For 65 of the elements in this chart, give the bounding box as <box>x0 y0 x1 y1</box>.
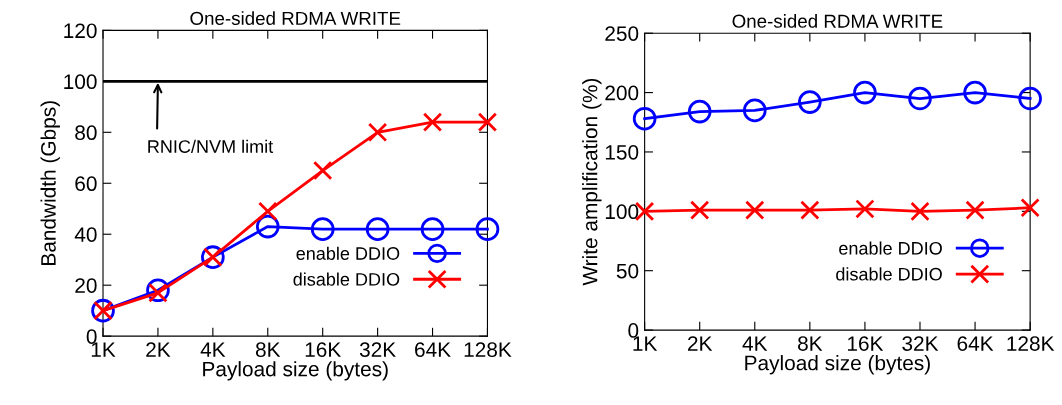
point <box>963 80 987 105</box>
x-tick-label: 64K <box>957 336 994 351</box>
point <box>798 90 822 114</box>
ref-line-label: RNIC/NVM limit <box>148 139 274 153</box>
point <box>1018 86 1042 111</box>
point <box>420 217 445 241</box>
y-tick-label: 250 <box>605 26 639 41</box>
y-axis-title: Write amplification (%) <box>582 78 602 286</box>
point <box>258 201 278 222</box>
point <box>689 200 710 220</box>
y-tick-label: 60 <box>75 176 97 192</box>
x-tick-label: 4K <box>742 336 768 351</box>
point <box>855 199 875 219</box>
chart-title: One-sided RDMA WRITE <box>732 14 943 28</box>
point <box>367 122 388 143</box>
y-tick-label: 120 <box>64 23 97 39</box>
x-tick-label: 2K <box>146 342 171 357</box>
x-tick-label: 1K <box>91 342 116 357</box>
y-tick-label: 80 <box>75 125 97 141</box>
y-axis-title: Bandwidth (Gbps) <box>40 101 60 265</box>
y-tick-label: 200 <box>605 85 639 101</box>
x-tick-label: 1K <box>633 336 658 351</box>
point <box>1020 198 1040 218</box>
y-tick-label: 0 <box>628 323 639 338</box>
y-tick-label: 150 <box>605 144 639 160</box>
x-tick-label: 32K <box>359 342 396 358</box>
legend-label: disable DDIO <box>293 272 400 286</box>
legend-label: disable DDIO <box>836 267 942 281</box>
y-tick-label: 40 <box>74 227 97 242</box>
x-tick-label: 64K <box>415 342 451 358</box>
x-tick-label: 16K <box>305 342 341 358</box>
point <box>853 80 877 105</box>
x-tick-label: 8K <box>255 342 281 358</box>
x-tick-label: 2K <box>688 336 713 351</box>
point <box>477 112 498 132</box>
point <box>800 200 820 220</box>
x-tick-label: 128K <box>1007 336 1055 351</box>
x-axis-title: Payload size (bytes) <box>203 361 388 381</box>
point <box>310 217 335 241</box>
point <box>475 217 500 241</box>
y-tick-label: 0 <box>86 329 97 344</box>
x-tick-label: 32K <box>902 336 939 351</box>
x-tick-label: 16K <box>847 336 884 351</box>
point <box>687 99 712 124</box>
y-tick-label: 20 <box>75 278 97 293</box>
legend-label: enable DDIO <box>839 241 942 255</box>
x-tick-label: 4K <box>200 342 226 357</box>
y-tick-label: 100 <box>605 204 639 220</box>
point <box>148 283 168 303</box>
y-tick-label: 100 <box>64 74 97 90</box>
point <box>312 160 333 181</box>
point <box>745 200 765 220</box>
point <box>365 217 390 241</box>
x-tick-label: 8K <box>798 336 823 351</box>
point <box>965 200 985 220</box>
x-tick-label: 128K <box>464 342 512 358</box>
point <box>422 112 443 132</box>
point <box>632 106 657 131</box>
point <box>742 98 767 123</box>
y-tick-label: 50 <box>616 263 639 279</box>
x-axis-title: Payload size (bytes) <box>745 355 930 375</box>
point <box>910 201 930 222</box>
point <box>908 86 932 111</box>
chart-title: One-sided RDMA WRITE <box>190 11 401 25</box>
legend-label: enable DDIO <box>296 246 400 260</box>
